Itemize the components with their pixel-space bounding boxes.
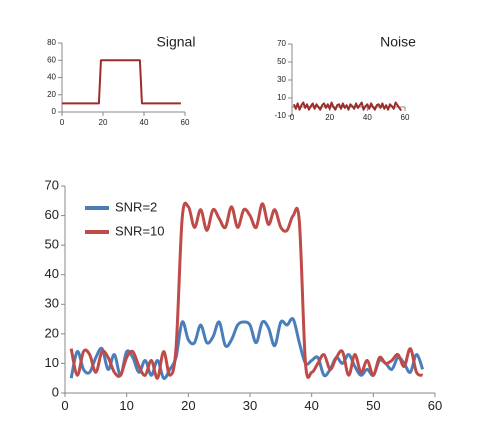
y-tick-label: 40	[45, 266, 59, 281]
x-tick-label: 50	[366, 398, 380, 413]
x-tick-label: 60	[401, 113, 410, 122]
x-tick-label: 30	[243, 398, 257, 413]
x-tick-label: 0	[61, 398, 68, 413]
y-tick-label: 80	[47, 38, 56, 47]
y-tick-label: 0	[52, 107, 57, 116]
x-tick-label: 20	[181, 398, 195, 413]
y-tick-label: 20	[47, 90, 56, 99]
x-tick-label: 10	[119, 398, 133, 413]
y-tick-label: 0	[52, 384, 59, 399]
y-tick-label: 30	[277, 75, 286, 84]
y-tick-label: -10	[274, 111, 286, 120]
legend-label: SNR=10	[115, 223, 165, 238]
series-line	[62, 59, 181, 105]
series-line	[292, 101, 403, 112]
y-tick-label: 20	[45, 325, 59, 340]
x-tick-label: 60	[181, 118, 190, 127]
x-tick-label: 40	[304, 398, 318, 413]
y-tick-label: 10	[45, 355, 59, 370]
y-tick-label: 40	[47, 73, 56, 82]
y-tick-label: 60	[47, 55, 56, 64]
x-tick-label: 40	[140, 118, 149, 127]
y-tick-label: 50	[277, 57, 286, 66]
y-tick-label: 30	[45, 296, 59, 311]
y-tick-label: 70	[277, 39, 286, 48]
x-tick-label: 0	[290, 113, 295, 122]
legend-label: SNR=2	[115, 199, 157, 214]
y-tick-label: 60	[45, 207, 59, 222]
chart-title: Signal	[157, 34, 196, 50]
y-tick-label: 50	[45, 237, 59, 252]
y-tick-label: 70	[45, 177, 59, 192]
chart-title: Noise	[380, 34, 416, 50]
x-tick-label: 40	[363, 113, 372, 122]
x-tick-label: 20	[325, 113, 334, 122]
y-tick-label: 10	[277, 93, 286, 102]
x-tick-label: 20	[99, 118, 108, 127]
x-tick-label: 0	[60, 118, 65, 127]
series-line	[69, 201, 424, 380]
x-tick-label: 60	[428, 398, 442, 413]
